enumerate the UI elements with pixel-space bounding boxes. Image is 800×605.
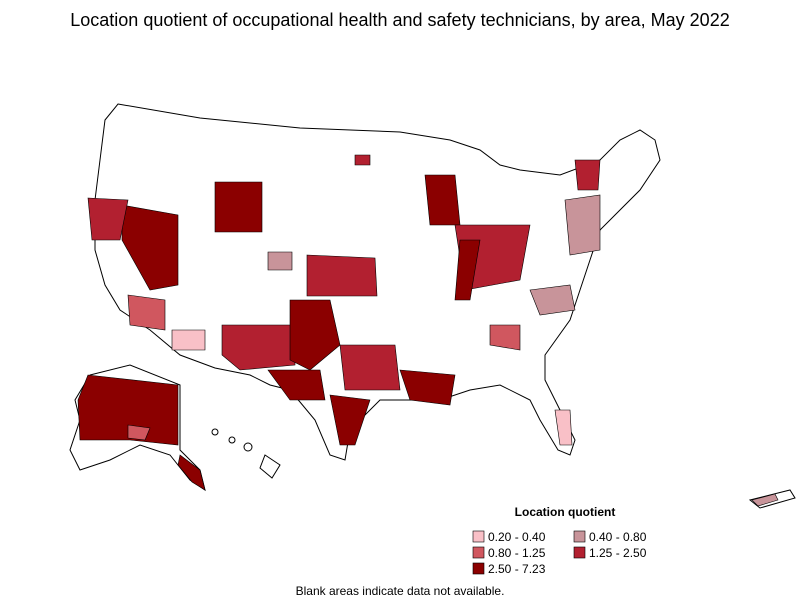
map-region bbox=[77, 374, 179, 446]
legend-title: Location quotient bbox=[515, 505, 616, 519]
map-region bbox=[221, 324, 296, 371]
map-region bbox=[267, 251, 293, 271]
legend-swatch bbox=[472, 562, 485, 575]
map-region bbox=[214, 181, 263, 233]
island bbox=[243, 442, 253, 452]
legend-label: 1.25 - 2.50 bbox=[589, 546, 647, 560]
map-region bbox=[751, 493, 779, 507]
map-region bbox=[399, 369, 456, 406]
map-region bbox=[127, 424, 151, 441]
legend-swatch bbox=[472, 530, 485, 543]
legend-swatch bbox=[573, 530, 586, 543]
map-regions bbox=[77, 154, 779, 507]
map-region bbox=[267, 369, 326, 401]
legend-items: 0.20 - 0.40 0.40 - 0.80 0.80 - 1.25 1.25 - … bbox=[472, 530, 647, 576]
map-region bbox=[354, 154, 371, 166]
map-region bbox=[489, 324, 521, 351]
map-region bbox=[529, 284, 576, 316]
map-region bbox=[171, 329, 206, 351]
island bbox=[211, 428, 219, 436]
map-title: Location quotient of occupational health… bbox=[70, 10, 729, 30]
hawaii-outline bbox=[211, 428, 281, 479]
legend-label: 0.80 - 1.25 bbox=[488, 546, 546, 560]
map-region bbox=[329, 394, 371, 446]
legend-label: 0.20 - 0.40 bbox=[488, 530, 546, 544]
map-region bbox=[554, 409, 573, 446]
map-region bbox=[177, 454, 206, 491]
map-region bbox=[121, 204, 179, 291]
legend-swatch bbox=[472, 546, 485, 559]
map-region bbox=[339, 344, 401, 391]
map-region bbox=[574, 159, 601, 191]
footnote: Blank areas indicate data not available. bbox=[296, 584, 505, 598]
legend-label: 0.40 - 0.80 bbox=[589, 530, 647, 544]
island bbox=[259, 454, 281, 479]
map-region bbox=[289, 299, 341, 371]
legend-swatch bbox=[573, 546, 586, 559]
legend-label: 2.50 - 7.23 bbox=[488, 562, 546, 576]
map-region bbox=[127, 294, 166, 331]
map-region bbox=[306, 254, 378, 297]
map-region bbox=[87, 197, 129, 241]
map-region bbox=[564, 194, 601, 256]
map-region bbox=[424, 174, 461, 226]
island bbox=[228, 436, 236, 444]
legend: Location quotient 0.20 - 0.40 0.40 - 0.80… bbox=[472, 505, 647, 576]
map-region bbox=[454, 239, 481, 301]
